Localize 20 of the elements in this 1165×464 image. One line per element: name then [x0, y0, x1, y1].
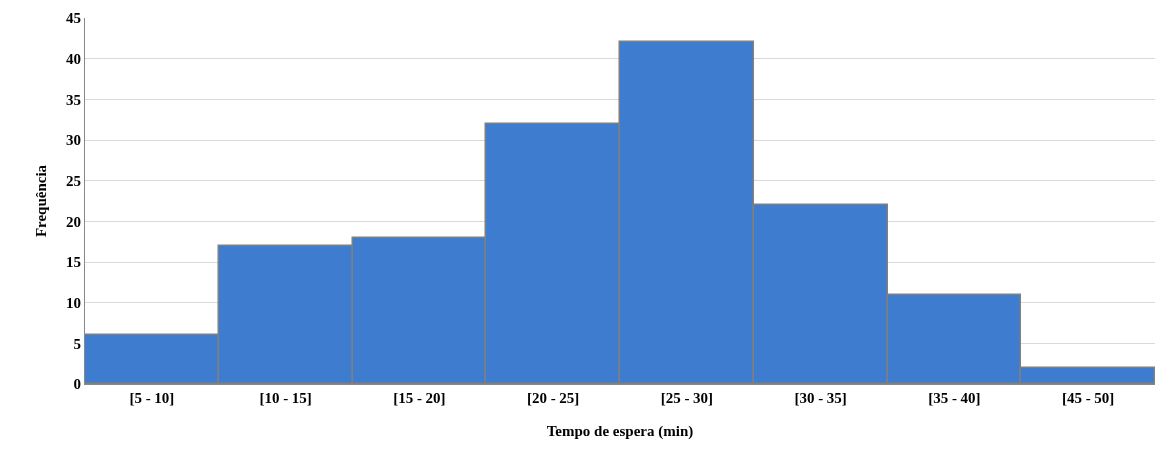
x-axis-title: Tempo de espera (min): [546, 423, 694, 440]
x-tick-label: [25 - 30]: [660, 390, 714, 406]
y-tick-label: 10: [66, 294, 81, 311]
y-tick-label: 40: [66, 50, 81, 67]
y-tick-label: 30: [66, 132, 81, 149]
y-tick-label: 35: [66, 91, 81, 108]
y-tick-label: 45: [66, 10, 81, 27]
x-tick-label: [45 - 50]: [1061, 390, 1115, 406]
y-tick-label: 15: [66, 254, 81, 271]
x-tick-label: [20 - 25]: [526, 390, 580, 406]
x-tick-label: [15 - 20]: [393, 390, 446, 406]
x-tick-label: [30 - 35]: [794, 390, 847, 406]
y-tick-label: 0: [73, 376, 81, 393]
y-tick-label: 25: [66, 172, 81, 189]
y-axis-title: Frequência: [33, 164, 50, 238]
y-tick-label: 20: [66, 213, 81, 230]
y-tick-label: 5: [73, 335, 81, 352]
x-tick-label: [35 - 40]: [928, 390, 981, 406]
x-tick-label: [10 - 15]: [259, 390, 312, 406]
x-tick-label: [5 - 10]: [129, 390, 175, 406]
